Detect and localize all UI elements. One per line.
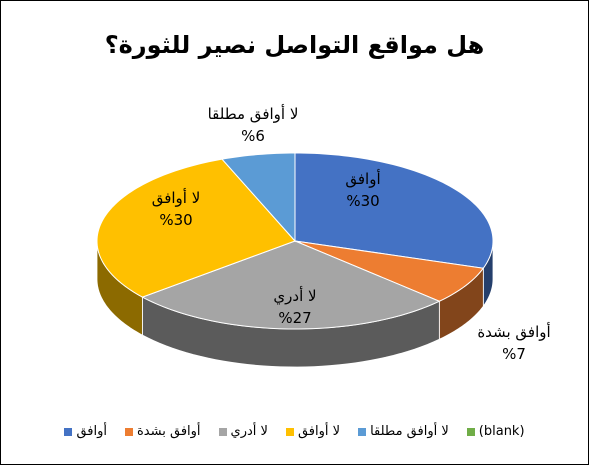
legend-label-0: أوافق	[76, 424, 107, 439]
legend-item-5: (blank)	[466, 424, 525, 439]
legend-label-3: لا أوافق	[297, 424, 341, 439]
legend: أوافق أوافق بشدة لا أدري لا أوافق لا أوافق م…	[1, 424, 588, 439]
legend-label-1: أوافق بشدة	[137, 424, 201, 439]
legend-label-4: لا أوافق مطلقا	[370, 424, 449, 439]
legend-swatch-3	[285, 427, 294, 436]
pie-slice-2	[141, 240, 441, 330]
chart-title: هل مواقع التواصل نصير للثورة؟	[104, 31, 485, 59]
pie-chart: أوافق %30 أوافق بشدة %7 لا أدري %27 لا أوافق %3…	[96, 104, 551, 368]
legend-swatch-5	[466, 427, 475, 436]
data-label-category-2: لا أدري	[273, 286, 316, 306]
legend-item-2: لا أدري	[218, 424, 268, 439]
data-label-value-1: %7	[502, 345, 526, 363]
data-label-category-0: أوافق	[345, 169, 380, 188]
legend-label-2: لا أدري	[230, 424, 268, 439]
data-label-category-4: لا أوافق مطلقا	[208, 104, 299, 123]
legend-item-1: أوافق بشدة	[125, 424, 201, 439]
legend-swatch-4	[358, 427, 367, 436]
legend-swatch-1	[125, 427, 133, 436]
data-label-value-2: %27	[278, 309, 311, 327]
data-label-category-3: لا أوافق	[152, 188, 201, 207]
data-label-value-0: %30	[346, 192, 379, 210]
legend-item-4: لا أوافق مطلقا	[358, 424, 449, 439]
legend-item-0: أوافق	[64, 424, 107, 439]
pie-slice-1	[294, 240, 485, 302]
data-labels: أوافق %30 أوافق بشدة %7 لا أدري %27 لا أوافق %3…	[152, 104, 551, 363]
pie-slice-4	[221, 152, 296, 243]
legend-item-3: لا أوافق	[285, 424, 341, 439]
pie-slice-0	[294, 152, 494, 269]
pie-sides	[96, 240, 494, 368]
data-label-category-1: أوافق بشدة	[477, 322, 550, 341]
data-label-value-4: %6	[241, 127, 265, 145]
pie-top	[96, 152, 494, 330]
pie-slice-3	[96, 158, 296, 298]
legend-swatch-2	[218, 427, 227, 436]
legend-label-5: (blank)	[478, 424, 525, 439]
legend-swatch-0	[64, 427, 73, 436]
data-label-value-3: %30	[159, 211, 192, 229]
